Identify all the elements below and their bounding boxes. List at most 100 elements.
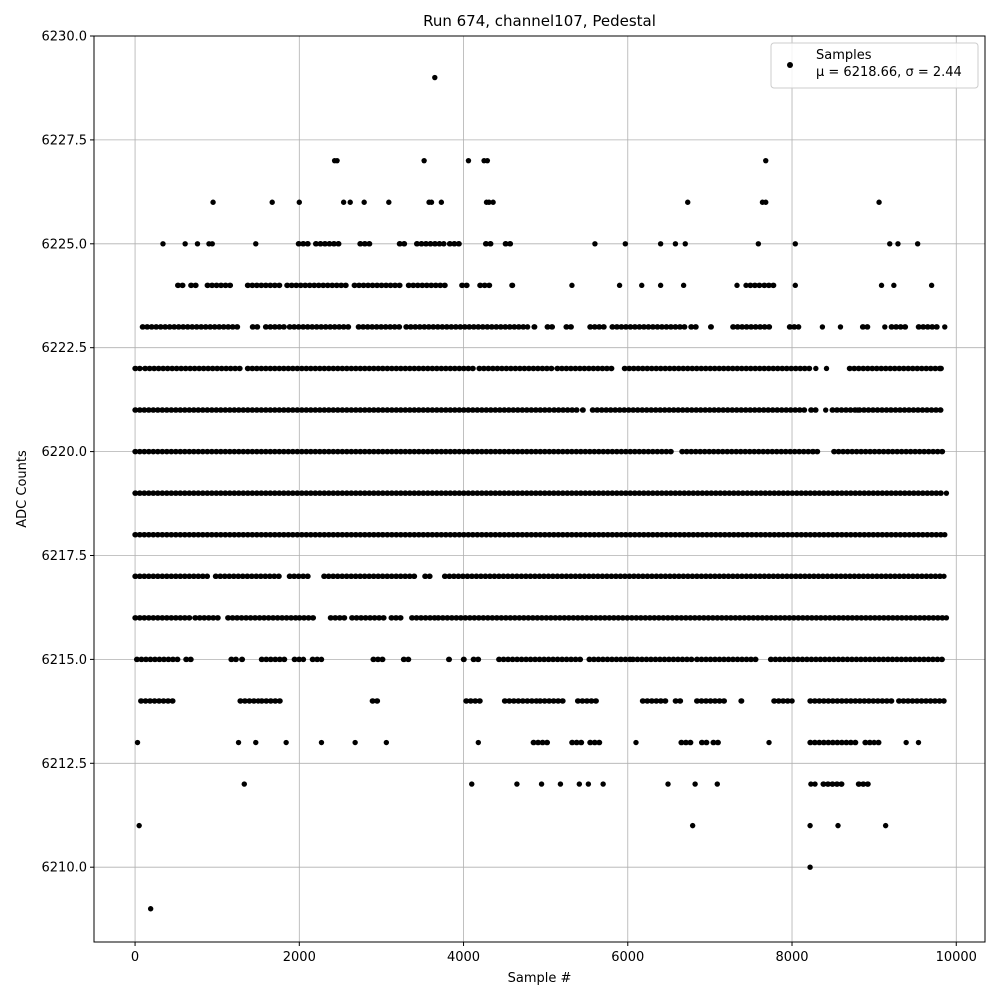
data-point: [296, 199, 302, 205]
data-point: [813, 365, 819, 372]
data-point: [682, 241, 688, 247]
data-point: [734, 282, 740, 289]
data-point: [147, 906, 154, 912]
data-point: [941, 573, 947, 579]
data-point: [576, 781, 583, 787]
data-point: [942, 532, 948, 538]
data-point: [943, 615, 950, 621]
data-point: [876, 199, 882, 205]
y-tick-label: 6212.5: [42, 757, 88, 772]
data-point: [810, 448, 817, 455]
data-point: [194, 241, 201, 247]
data-point: [557, 781, 564, 787]
y-tick-label: 6217.5: [42, 549, 88, 564]
data-point: [685, 199, 691, 205]
data-point: [340, 199, 347, 205]
legend: Samples μ = 6218.66, σ = 2.44: [770, 42, 979, 89]
y-axis-label: ADC Counts: [15, 450, 30, 528]
data-point: [822, 407, 829, 413]
data-point: [334, 157, 340, 164]
data-point: [672, 241, 679, 247]
data-point: [882, 822, 889, 829]
data-point: [692, 781, 698, 787]
data-point: [347, 199, 353, 205]
data-point: [823, 365, 830, 372]
data-point: [465, 157, 472, 164]
data-point: [241, 781, 247, 787]
data-point: [743, 282, 749, 289]
data-point: [680, 282, 687, 289]
data-point: [428, 199, 435, 205]
data-point: [486, 199, 492, 205]
data-point: [657, 282, 664, 289]
x-tick-label: 6000: [611, 950, 644, 965]
legend-stats: μ = 6218.66, σ = 2.44: [816, 65, 962, 80]
data-points: [132, 74, 950, 912]
x-tick-label: 10000: [936, 950, 977, 965]
y-tick-label: 6215.0: [42, 653, 88, 668]
data-point: [438, 199, 445, 205]
data-point: [361, 199, 367, 205]
data-point: [812, 781, 818, 787]
data-point: [490, 199, 496, 205]
data-point: [182, 241, 188, 247]
data-point: [878, 282, 885, 289]
data-point: [432, 74, 438, 81]
data-point: [484, 157, 491, 164]
data-point: [469, 781, 475, 787]
y-tick-label: 6210.0: [42, 861, 88, 876]
data-point: [538, 781, 545, 787]
data-point: [235, 739, 242, 746]
data-point: [763, 157, 769, 164]
data-point: [792, 282, 799, 289]
legend-box: [770, 42, 979, 89]
data-point: [887, 241, 893, 247]
y-tick-label: 6227.5: [42, 133, 88, 148]
data-point: [807, 822, 813, 829]
data-point: [665, 781, 671, 787]
y-tick-label: 6230.0: [42, 30, 88, 45]
data-point: [633, 739, 639, 746]
data-point: [895, 241, 901, 247]
plot-frame: [93, 35, 986, 943]
data-point: [928, 282, 935, 289]
data-point: [808, 781, 814, 787]
x-tick-label: 4000: [447, 950, 480, 965]
data-point: [514, 781, 520, 787]
y-tick-label: 6225.0: [42, 237, 88, 252]
chart-title: Run 674, channel107, Pedestal: [423, 12, 656, 30]
data-point: [318, 739, 325, 746]
data-point: [160, 241, 166, 247]
x-axis-label: Sample #: [508, 971, 572, 986]
x-tick-label: 2000: [283, 950, 316, 965]
data-point: [622, 241, 629, 247]
data-point: [689, 822, 696, 829]
data-point: [134, 739, 141, 746]
data-point: [253, 739, 259, 746]
data-point: [475, 739, 482, 746]
data-point: [639, 282, 645, 289]
data-point: [943, 490, 950, 496]
data-point: [766, 739, 772, 746]
x-tick-label: 8000: [775, 950, 808, 965]
data-point: [592, 241, 598, 247]
data-point: [386, 199, 392, 205]
data-point: [253, 241, 259, 247]
data-point: [903, 739, 909, 746]
data-point: [755, 241, 762, 247]
data-point: [283, 739, 289, 746]
data-point: [835, 822, 841, 829]
data-point: [269, 199, 275, 205]
axis-ticks: 0 2000 4000 6000 8000 10000 6210.0 6212.5 6215.0…: [42, 30, 977, 966]
data-point: [714, 781, 720, 787]
data-point: [941, 698, 947, 704]
data-point: [600, 781, 606, 787]
data-point: [891, 282, 897, 289]
data-point: [421, 157, 427, 164]
data-point: [882, 324, 888, 330]
data-point: [569, 282, 575, 289]
x-tick-label: 0: [131, 950, 139, 965]
y-tick-label: 6222.5: [42, 341, 88, 356]
